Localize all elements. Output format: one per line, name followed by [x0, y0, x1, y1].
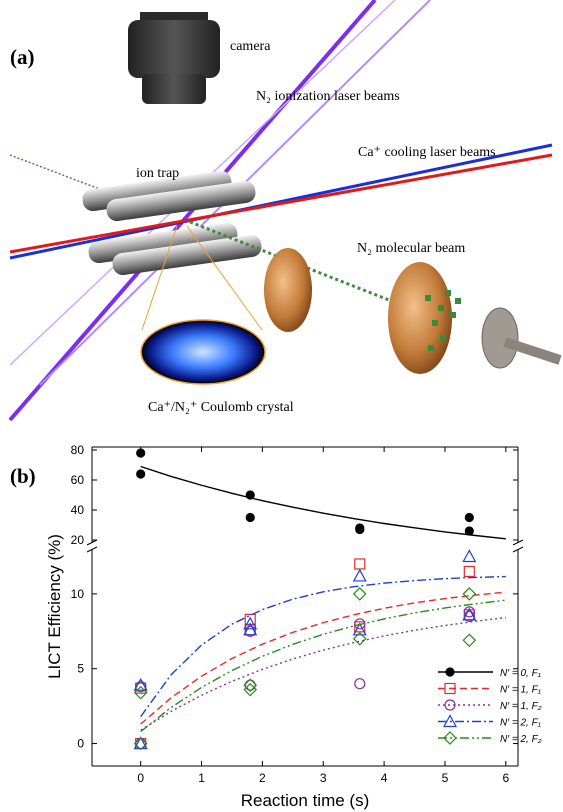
marker: [244, 679, 256, 691]
marker: [465, 514, 473, 522]
skimmer: [388, 262, 452, 374]
axis-break-gap: [512, 543, 524, 549]
fit-line: [141, 467, 506, 539]
fit-line: [141, 592, 506, 724]
marker: [355, 559, 365, 569]
label: N₂ ionization laser beams: [256, 89, 400, 104]
label: camera: [230, 39, 271, 54]
skimmer: [264, 248, 312, 332]
illustration: [10, 0, 560, 420]
marker: [246, 514, 254, 522]
y-axis-label: LICT Efficiency (%): [45, 534, 64, 679]
camera-body: [128, 20, 220, 78]
marker: [354, 588, 366, 600]
x-tick-label: 6: [502, 771, 509, 785]
fit-line: [141, 600, 506, 731]
legend-label: N′ = 2, F₁: [500, 718, 541, 729]
legend-label: N′ = 2, F₂: [500, 734, 542, 745]
marker: [356, 526, 364, 534]
coulomb-crystal: [141, 320, 265, 384]
marker: [463, 588, 475, 600]
y-tick-label: 40: [71, 503, 85, 517]
y-tick-label: 5: [77, 662, 84, 676]
x-tick-label: 0: [137, 771, 144, 785]
marker: [246, 491, 254, 499]
molecular-beam-line: [10, 155, 110, 193]
marker: [354, 570, 366, 581]
panel-label: (a): [10, 45, 35, 69]
marker: [137, 449, 145, 457]
label: Ca⁺/N₂⁺ Coulomb crystal: [148, 400, 294, 415]
camera-lens: [142, 74, 206, 104]
marker: [463, 634, 475, 646]
label: Ca⁺ cooling laser beams: [358, 145, 496, 160]
marker: [137, 470, 145, 478]
label: ion trap: [136, 166, 179, 181]
y-tick-label: 20: [71, 533, 85, 547]
marker: [245, 680, 255, 690]
marker: [355, 679, 365, 689]
legend-label: N′ = 1, F₁: [500, 685, 541, 696]
x-tick-label: 2: [259, 771, 266, 785]
x-tick-label: 1: [198, 771, 205, 785]
x-tick-label: 3: [320, 771, 327, 785]
legend-label: N′ = 1, F₂: [500, 701, 542, 712]
marker: [463, 550, 475, 561]
label: N₂ molecular beam: [357, 241, 465, 256]
x-axis-label: Reaction time (s): [241, 791, 369, 810]
legend-label: N′ = 0, F₁: [500, 668, 541, 679]
figure: (a) camera N₂ ionization laser beams Ca⁺…: [0, 0, 563, 812]
marker: [446, 668, 454, 676]
nozzle: [482, 308, 518, 368]
x-tick-label: 5: [442, 771, 449, 785]
y-tick-label: 0: [77, 737, 84, 751]
y-tick-label: 60: [71, 473, 85, 487]
axis-break-gap: [86, 543, 98, 549]
panel-label: (b): [10, 464, 36, 488]
marker: [135, 738, 147, 750]
x-tick-label: 4: [381, 771, 388, 785]
y-tick-label: 10: [71, 587, 85, 601]
y-tick-label: 80: [71, 443, 85, 457]
marker: [464, 566, 474, 576]
marker: [465, 527, 473, 535]
